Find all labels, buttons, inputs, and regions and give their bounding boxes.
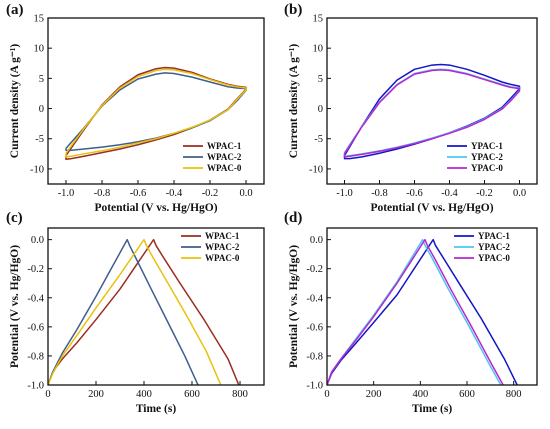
- x-tick-label: -1.0: [336, 188, 353, 199]
- chart-panel-a: -1.0 -0.8 -0.6 -0.4 -0.2 0.0 -10 -5 0 5 10 15 Potent…: [6, 2, 265, 214]
- y-axis-label: Current density (A g⁻¹): [288, 44, 300, 159]
- y-tick-label: 0.0: [310, 235, 323, 246]
- y-tick-label: 15: [34, 14, 45, 25]
- y-tick-label: 5: [318, 74, 323, 85]
- legend-entry: WPAC-2: [207, 152, 242, 162]
- x-tick-label: 0: [45, 389, 50, 400]
- y-tick-label: -0.4: [27, 293, 44, 304]
- y-tick-label: -0.8: [306, 351, 323, 362]
- y-tick-label: 15: [313, 14, 324, 25]
- plot-frame: [326, 17, 538, 185]
- panel-label: (d): [284, 210, 302, 226]
- y-tick-label: -0.4: [306, 293, 323, 304]
- y-tick-label: -0.2: [306, 264, 323, 275]
- x-tick-label: -0.8: [94, 188, 111, 199]
- panel-label: (c): [6, 210, 23, 226]
- x-tick-label: 0.0: [239, 188, 252, 199]
- legend-entry: WPAC-2: [205, 242, 240, 252]
- y-tick-label: 0.0: [31, 235, 44, 246]
- legend-entry: YPAC-1: [471, 141, 503, 151]
- y-tick-label: -10: [309, 164, 323, 175]
- legend-entry: YPAC-0: [471, 163, 503, 173]
- x-tick-label: 800: [232, 389, 248, 400]
- legend-entry: WPAC-0: [207, 163, 242, 173]
- y-tick-label: -5: [314, 134, 323, 145]
- y-tick-label: 0: [318, 104, 323, 115]
- legend-entry: YPAC-1: [478, 231, 510, 241]
- y-tick-label: -1.0: [306, 381, 323, 392]
- series-line-wpac-0: [48, 238, 222, 385]
- chart-panel-d: 0 200 400 600 800 -1.0 -0.8 -0.6 -0.4 -0.2 0.0 Time…: [284, 210, 538, 415]
- legend-entry: WPAC-0: [205, 253, 240, 263]
- x-tick-label: 200: [88, 389, 104, 400]
- series-line-wpac-1: [48, 238, 240, 385]
- x-tick-label: -0.2: [202, 188, 219, 199]
- x-tick-label: -0.6: [406, 188, 423, 199]
- x-axis-label: Potential (V vs. Hg/HgO): [370, 202, 493, 214]
- x-tick-label: -0.6: [130, 188, 147, 199]
- y-tick-label: -10: [30, 164, 44, 175]
- y-tick-label: 10: [313, 44, 324, 55]
- y-tick-label: 0: [39, 104, 44, 115]
- legend-entry: WPAC-1: [205, 231, 240, 241]
- y-tick-label: -0.6: [27, 322, 44, 333]
- plot-frame: [47, 227, 265, 386]
- x-axis-label: Time (s): [136, 403, 177, 415]
- y-tick-label: 5: [39, 74, 44, 85]
- x-tick-label: -0.2: [476, 188, 493, 199]
- x-tick-label: 0: [324, 389, 329, 400]
- y-tick-label: -1.0: [27, 381, 44, 392]
- x-tick-label: -1.0: [58, 188, 75, 199]
- legend-entry: YPAC-2: [478, 242, 510, 252]
- y-tick-label: 10: [34, 44, 45, 55]
- x-axis-label: Time (s): [412, 403, 453, 415]
- series-line-wpac-0: [65, 68, 247, 158]
- plot-frame: [326, 227, 538, 386]
- x-tick-label: -0.8: [371, 188, 388, 199]
- y-tick-label: -0.2: [27, 264, 44, 275]
- series-line-ypac-0: [327, 238, 504, 385]
- y-axis-label: Potential (V vs. Hg/HgO): [288, 245, 300, 368]
- x-tick-label: 400: [136, 389, 152, 400]
- series-line-ypac-2: [327, 238, 502, 385]
- series-group: [343, 63, 521, 160]
- panel-label: (b): [284, 2, 302, 18]
- legend-entry: WPAC-1: [207, 141, 242, 151]
- x-tick-label: 0.0: [513, 188, 526, 199]
- series-line-ypac-1: [327, 238, 518, 385]
- x-tick-label: 400: [412, 389, 428, 400]
- legend-entry: YPAC-0: [478, 253, 510, 263]
- x-tick-label: -0.4: [166, 188, 183, 199]
- x-tick-label: 800: [506, 389, 522, 400]
- y-tick-label: -0.8: [27, 351, 44, 362]
- series-line-wpac-2: [48, 238, 199, 385]
- series-group: [48, 238, 240, 385]
- chart-panel-b: -1.0 -0.8 -0.6 -0.4 -0.2 0.0 -10 -5 0 5 10 15 Potent…: [284, 2, 538, 214]
- x-tick-label: -0.4: [441, 188, 458, 199]
- x-axis-label: Potential (V vs. Hg/HgO): [94, 202, 217, 214]
- x-tick-label: 600: [184, 389, 200, 400]
- x-tick-label: 200: [366, 389, 382, 400]
- panel-label: (a): [6, 2, 24, 18]
- legend-entry: YPAC-2: [471, 152, 503, 162]
- x-tick-label: 600: [459, 389, 475, 400]
- plot-frame: [47, 17, 265, 185]
- y-axis-label: Current density (A g⁻¹): [9, 44, 21, 159]
- series-group: [65, 66, 247, 160]
- chart-panel-c: 0 200 400 600 800 -1.0 -0.8 -0.6 -0.4 -0.2 0.0 Time…: [6, 210, 265, 415]
- y-axis-label: Potential (V vs. Hg/HgO): [9, 245, 21, 368]
- series-group: [327, 238, 518, 385]
- y-tick-label: -0.6: [306, 322, 323, 333]
- y-tick-label: -5: [35, 134, 44, 145]
- series-line-ypac-0: [343, 69, 521, 158]
